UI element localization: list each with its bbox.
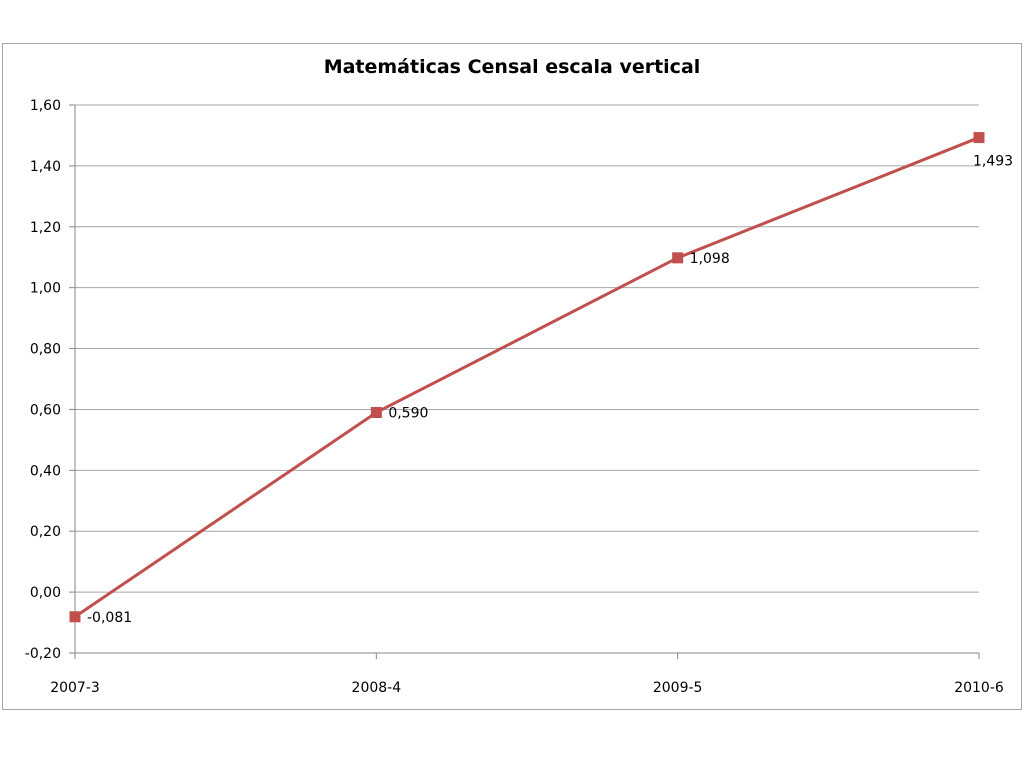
data-point-marker-2 (672, 252, 684, 264)
y-tick-label-2: 0,20 (30, 524, 61, 540)
series-line-0 (73, 136, 981, 619)
data-label-0: -0,081 (87, 610, 132, 626)
data-point-marker-3 (973, 132, 985, 144)
data-label-3: 1,493 (973, 154, 1013, 170)
y-tick-label-6: 1,00 (30, 281, 61, 297)
data-label-1: 0,590 (388, 405, 428, 421)
x-tick-label-0: 2007-3 (50, 680, 100, 696)
x-tick-label-2: 2009-5 (653, 680, 703, 696)
y-tick-label-7: 1,20 (30, 220, 61, 236)
y-tick-label-5: 0,80 (30, 342, 61, 358)
y-tick-label-3: 0,40 (30, 463, 61, 479)
y-tick-label-9: 1,60 (30, 98, 61, 114)
y-tick-label-8: 1,40 (30, 159, 61, 175)
data-label-2: 1,098 (690, 251, 730, 267)
x-tick-label-1: 2008-4 (352, 680, 402, 696)
y-tick-label-1: 0,00 (30, 585, 61, 601)
chart-title: Matemáticas Censal escala vertical (323, 56, 701, 78)
data-point-marker-1 (370, 406, 382, 418)
chart-area (2, 43, 1022, 710)
x-tick-label-3: 2010-6 (954, 680, 1004, 696)
y-tick-label-4: 0,60 (30, 402, 61, 418)
y-tick-label-0: -0,20 (25, 646, 61, 662)
data-point-marker-0 (69, 611, 81, 623)
